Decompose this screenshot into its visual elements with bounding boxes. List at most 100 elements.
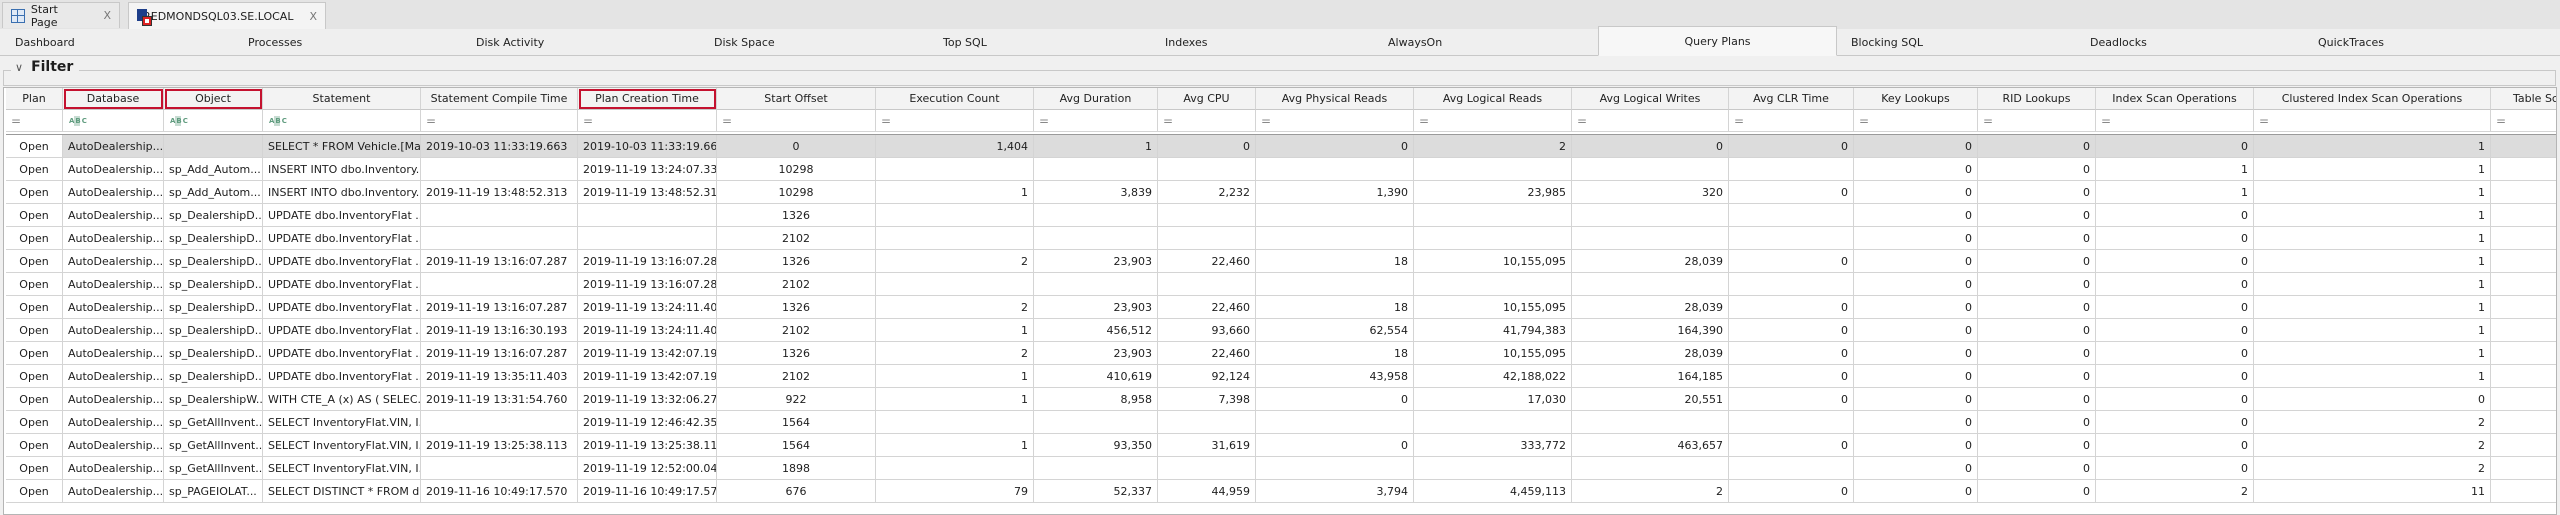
column-header-clustered-index-scan-operations[interactable]: Clustered Index Scan Operations	[2254, 88, 2491, 110]
open-plan-link[interactable]: Open	[6, 158, 63, 181]
tab-disk-space[interactable]: Disk Space	[714, 35, 775, 49]
filter-cell-clustered-index-scan-operations[interactable]: =	[2254, 110, 2491, 132]
document-tab-start-page[interactable]: Start Page X	[2, 2, 120, 29]
column-header-database[interactable]: Database	[63, 88, 164, 110]
filter-cell-index-scan-operations[interactable]: =	[2096, 110, 2254, 132]
document-tab-server[interactable]: REDMONDSQL03.SE.LOCAL X	[128, 2, 326, 30]
filter-cell-avg-physical-reads[interactable]: =	[1256, 110, 1414, 132]
table-row[interactable]: Open AutoDealership... sp_PAGEIOLAT... SELE…	[6, 480, 2556, 503]
tab-processes[interactable]: Processes	[248, 35, 303, 49]
column-header-execution-count[interactable]: Execution Count	[876, 88, 1034, 110]
open-plan-link[interactable]: Open	[6, 273, 63, 296]
open-plan-link[interactable]: Open	[6, 388, 63, 411]
column-header-plan-creation-time[interactable]: Plan Creation Time	[578, 88, 717, 110]
cell-table-sc	[2491, 181, 2556, 204]
filter-cell-avg-logical-reads[interactable]: =	[1414, 110, 1572, 132]
cell-rid-lookups: 0	[1978, 158, 2096, 181]
open-plan-link[interactable]: Open	[6, 181, 63, 204]
tab-indexes[interactable]: Indexes	[1165, 35, 1208, 49]
open-plan-link[interactable]: Open	[6, 250, 63, 273]
filter-cell-rid-lookups[interactable]: =	[1978, 110, 2096, 132]
filter-toggle[interactable]: ∨ Filter	[11, 59, 80, 75]
filter-cell-avg-cpu[interactable]: =	[1158, 110, 1256, 132]
open-plan-link[interactable]: Open	[6, 204, 63, 227]
cell-avg-clr-time	[1729, 204, 1854, 227]
tab-quicktraces[interactable]: QuickTraces	[2318, 35, 2385, 49]
table-row[interactable]: Open AutoDealership... sp_DealershipW... WI…	[6, 388, 2556, 411]
column-header-table-sc[interactable]: Table Sc	[2491, 88, 2556, 110]
tab-dashboard[interactable]: Dashboard	[15, 35, 75, 49]
tab-top-sql[interactable]: Top SQL	[943, 35, 987, 49]
table-row[interactable]: Open AutoDealership... sp_Add_Autom... INSE…	[6, 181, 2556, 204]
cell-avg-cpu: 2,232	[1158, 181, 1256, 204]
column-header-avg-duration[interactable]: Avg Duration	[1034, 88, 1158, 110]
open-plan-link[interactable]: Open	[6, 434, 63, 457]
column-header-avg-physical-reads[interactable]: Avg Physical Reads	[1256, 88, 1414, 110]
column-header-start-offset[interactable]: Start Offset	[717, 88, 876, 110]
table-row[interactable]: Open AutoDealership... sp_DealershipD... UP…	[6, 296, 2556, 319]
table-row[interactable]: Open AutoDealership... sp_DealershipD... UP…	[6, 273, 2556, 296]
filter-cell-avg-clr-time[interactable]: =	[1729, 110, 1854, 132]
column-header-avg-clr-time[interactable]: Avg CLR Time	[1729, 88, 1854, 110]
tab-deadlocks[interactable]: Deadlocks	[2090, 35, 2147, 49]
table-row[interactable]: Open AutoDealership... sp_DealershipD... UP…	[6, 342, 2556, 365]
cell-database: AutoDealership...	[63, 296, 164, 319]
cell-avg-duration	[1034, 158, 1158, 181]
column-header-avg-logical-writes[interactable]: Avg Logical Writes	[1572, 88, 1729, 110]
cell-rid-lookups: 0	[1978, 411, 2096, 434]
equals-filter-icon: =	[583, 113, 594, 128]
open-plan-link[interactable]: Open	[6, 365, 63, 388]
tab-disk-activity[interactable]: Disk Activity	[476, 35, 545, 49]
close-icon[interactable]: X	[103, 9, 111, 22]
cell-avg-cpu: 92,124	[1158, 365, 1256, 388]
open-plan-link[interactable]: Open	[6, 480, 63, 503]
table-row[interactable]: Open AutoDealership... sp_GetAllInvent... S…	[6, 434, 2556, 457]
filter-cell-object[interactable]: ABC	[164, 110, 263, 132]
column-header-key-lookups[interactable]: Key Lookups	[1854, 88, 1978, 110]
cell-rid-lookups: 0	[1978, 480, 2096, 503]
filter-cell-database[interactable]: ABC	[63, 110, 164, 132]
open-plan-link[interactable]: Open	[6, 319, 63, 342]
filter-cell-plan-creation-time[interactable]: =	[578, 110, 717, 132]
open-plan-link[interactable]: Open	[6, 135, 63, 158]
open-plan-link[interactable]: Open	[6, 227, 63, 250]
filter-cell-avg-logical-writes[interactable]: =	[1572, 110, 1729, 132]
filter-cell-avg-duration[interactable]: =	[1034, 110, 1158, 132]
table-row[interactable]: Open AutoDealership... sp_GetAllInvent... S…	[6, 411, 2556, 434]
close-icon[interactable]: X	[309, 10, 317, 23]
filter-cell-plan[interactable]: =	[6, 110, 63, 132]
open-plan-link[interactable]: Open	[6, 457, 63, 480]
column-header-statement[interactable]: Statement	[263, 88, 421, 110]
cell-avg-cpu: 22,460	[1158, 342, 1256, 365]
column-header-avg-logical-reads[interactable]: Avg Logical Reads	[1414, 88, 1572, 110]
table-row[interactable]: Open AutoDealership... sp_DealershipD... UP…	[6, 319, 2556, 342]
column-header-index-scan-operations[interactable]: Index Scan Operations	[2096, 88, 2254, 110]
open-plan-link[interactable]: Open	[6, 342, 63, 365]
table-row[interactable]: Open AutoDealership... sp_GetAllInvent... S…	[6, 457, 2556, 480]
column-header-rid-lookups[interactable]: RID Lookups	[1978, 88, 2096, 110]
tab-blocking-sql[interactable]: Blocking SQL	[1851, 35, 1924, 49]
filter-cell-statement[interactable]: ABC	[263, 110, 421, 132]
column-header-plan[interactable]: Plan	[6, 88, 63, 110]
filter-cell-table-sc[interactable]: =	[2491, 110, 2556, 132]
table-row[interactable]: Open AutoDealership... sp_DealershipD... UP…	[6, 227, 2556, 250]
cell-statement: UPDATE dbo.InventoryFlat ...	[263, 319, 421, 342]
cell-rid-lookups: 0	[1978, 457, 2096, 480]
filter-cell-key-lookups[interactable]: =	[1854, 110, 1978, 132]
column-header-statement-compile-time[interactable]: Statement Compile Time	[421, 88, 578, 110]
column-header-avg-cpu[interactable]: Avg CPU	[1158, 88, 1256, 110]
tab-alwayson[interactable]: AlwaysOn	[1388, 35, 1443, 49]
filter-cell-statement-compile-time[interactable]: =	[421, 110, 578, 132]
filter-cell-start-offset[interactable]: =	[717, 110, 876, 132]
open-plan-link[interactable]: Open	[6, 411, 63, 434]
tab-query-plans[interactable]: Query Plans	[1598, 26, 1837, 56]
table-row[interactable]: Open AutoDealership... sp_DealershipD... UP…	[6, 204, 2556, 227]
column-header-object[interactable]: Object	[164, 88, 263, 110]
table-row[interactable]: Open AutoDealership... sp_Add_Autom... INSE…	[6, 158, 2556, 181]
table-row[interactable]: Open AutoDealership... sp_DealershipD... UP…	[6, 250, 2556, 273]
filter-cell-execution-count[interactable]: =	[876, 110, 1034, 132]
open-plan-link[interactable]: Open	[6, 296, 63, 319]
table-row[interactable]: Open AutoDealership... sp_DealershipD... UP…	[6, 365, 2556, 388]
table-row[interactable]: Open AutoDealership... SELECT * FROM Vehic…	[6, 135, 2556, 158]
cell-execution-count	[876, 204, 1034, 227]
